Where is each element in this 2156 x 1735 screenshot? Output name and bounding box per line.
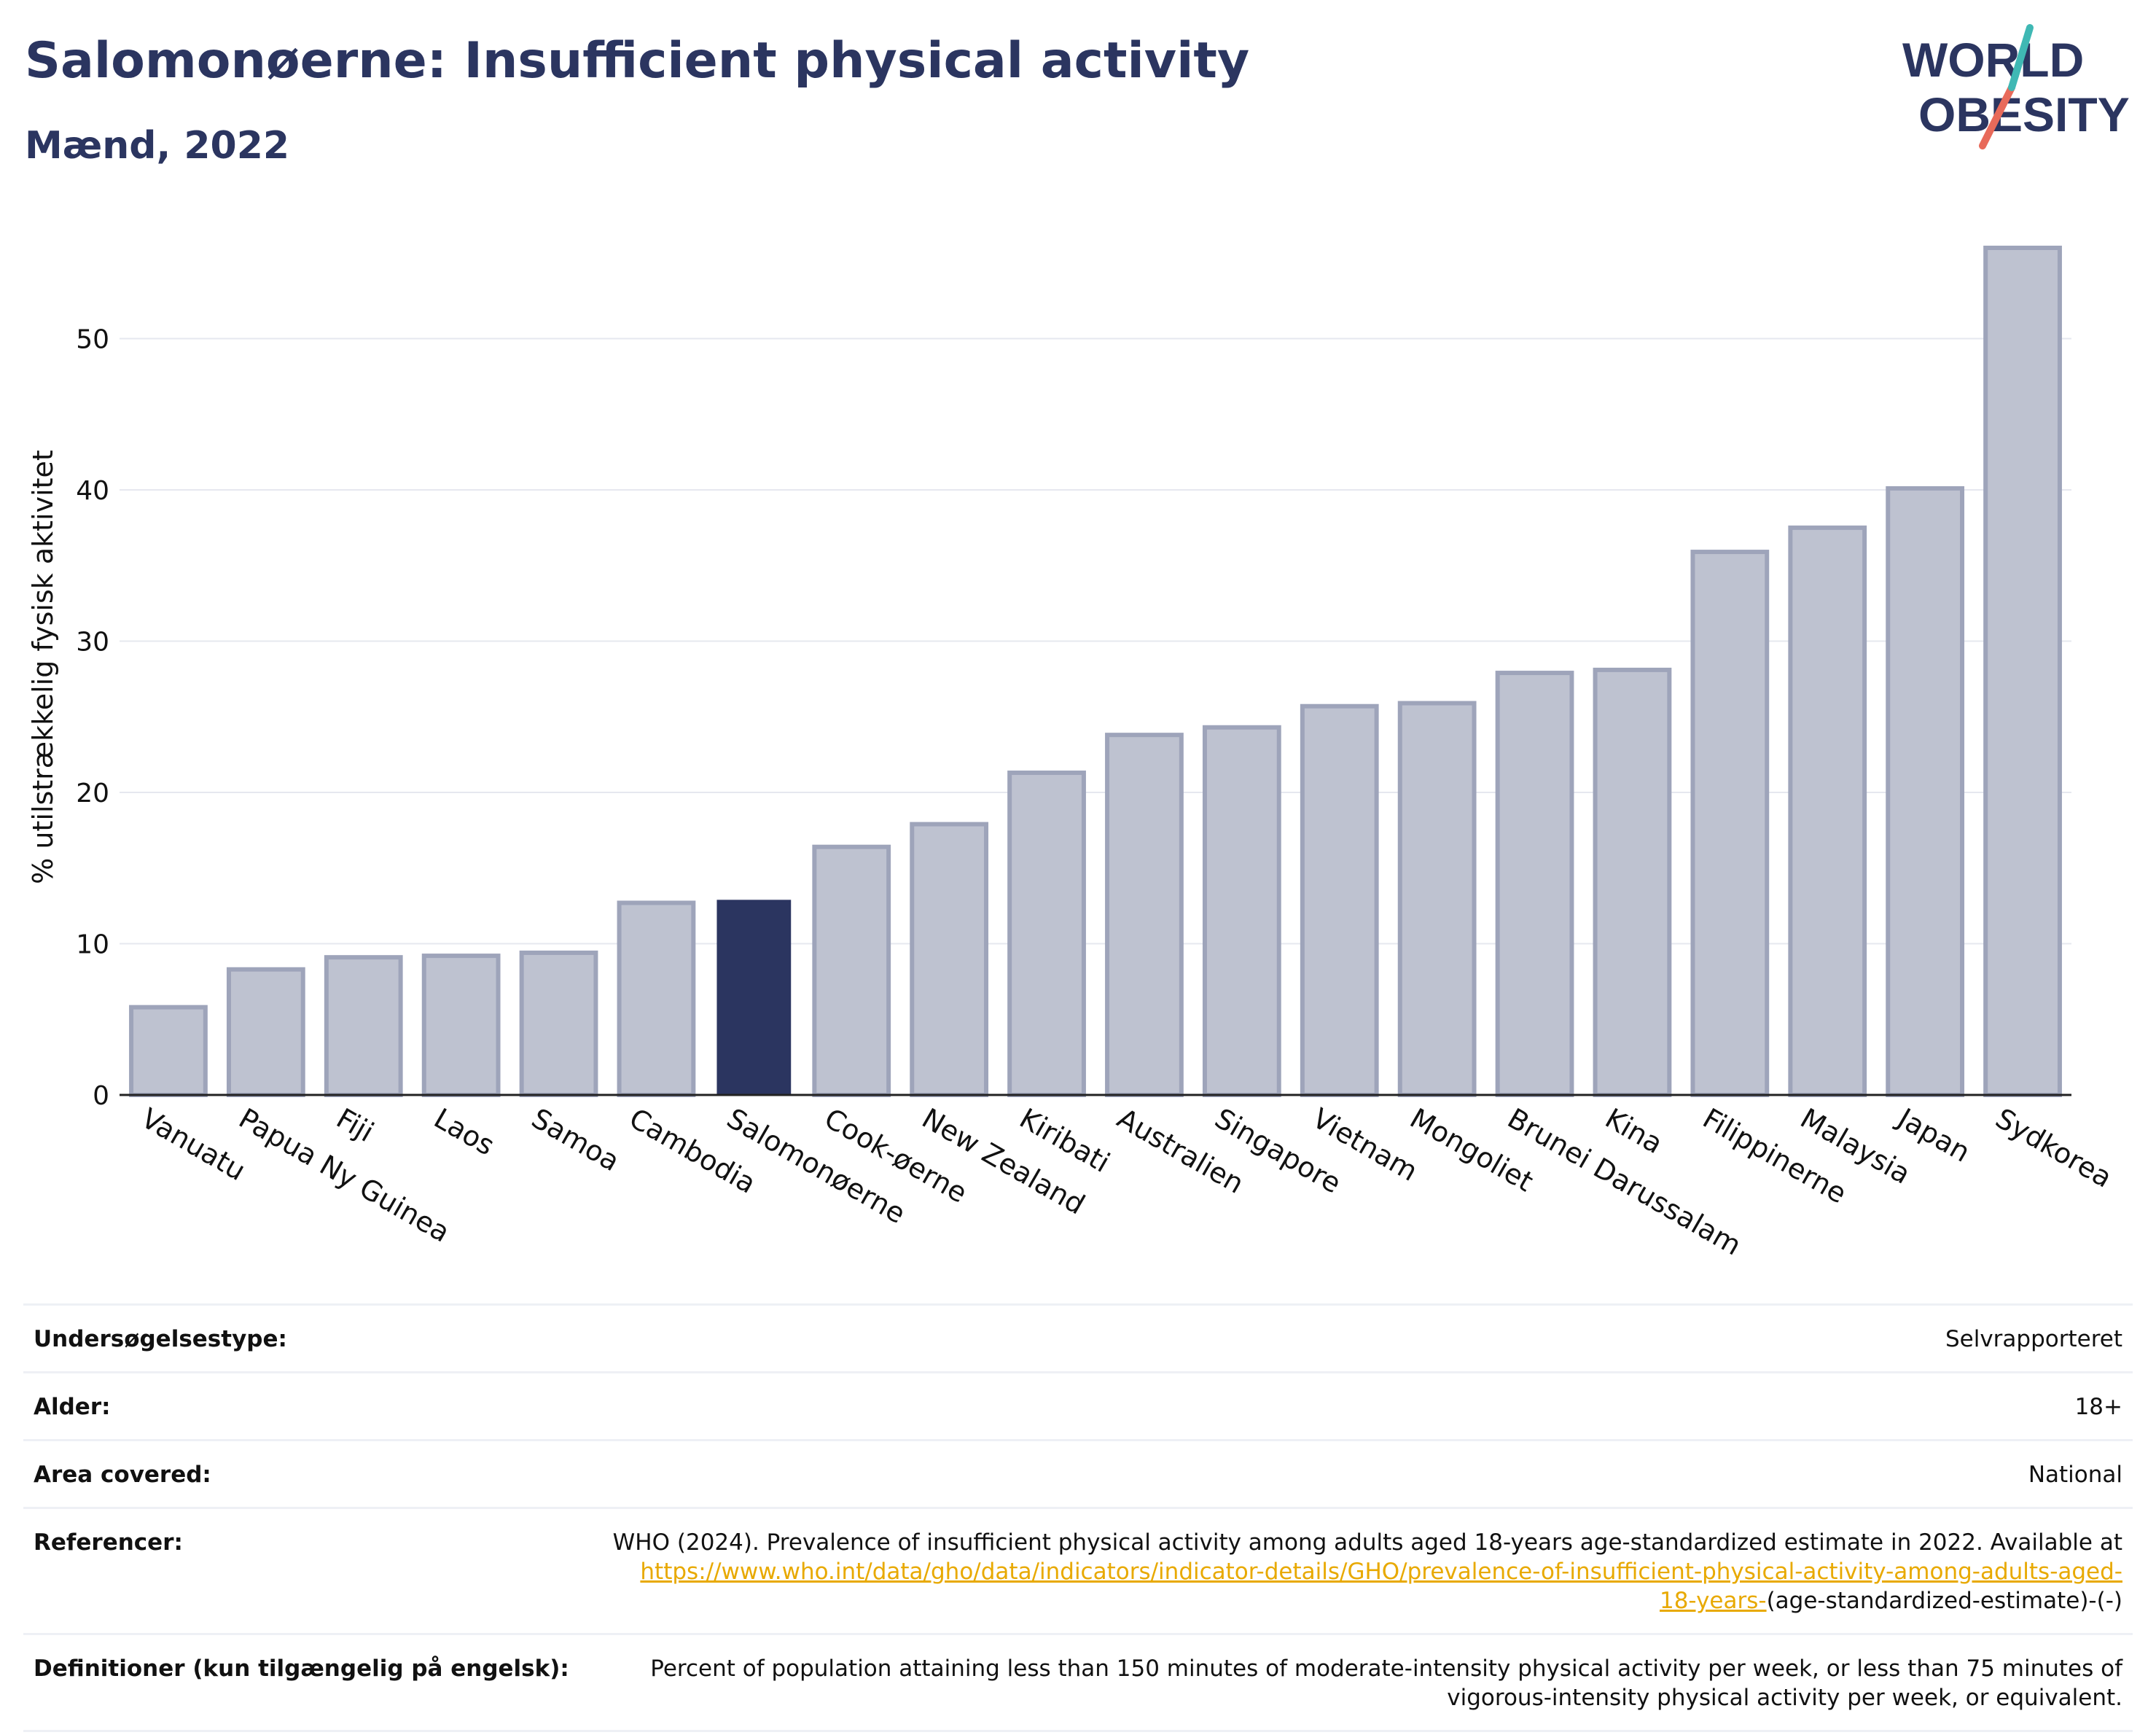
info-value: Selvrapporteret — [1945, 1326, 2122, 1352]
y-tick-label: 50 — [76, 325, 109, 355]
chart-subtitle: Mænd, 2022 — [25, 124, 290, 168]
info-row-definitions: Definitioner (kun tilgængelig på engelsk… — [23, 1633, 2133, 1732]
reference-link[interactable]: https://www.who.int/data/gho/data/indica… — [640, 1559, 2122, 1585]
info-value: Percent of population attaining less tha… — [650, 1656, 2122, 1711]
y-tick-label: 0 — [93, 1081, 109, 1111]
bar-australien[interactable] — [1105, 733, 1184, 1098]
x-tick-label: New Zealand — [917, 1102, 1090, 1221]
info-table: Undersøgelsestype: Selvrapporteret Alder… — [23, 1303, 2133, 1732]
bar-japan[interactable] — [1886, 486, 1965, 1097]
y-tick-label: 30 — [76, 628, 109, 658]
bar-laos[interactable] — [421, 954, 501, 1097]
bar-filippinerne[interactable] — [1690, 550, 1770, 1097]
info-label: Definitioner (kun tilgængelig på engelsk… — [34, 1656, 569, 1682]
info-value: WHO (2024). Prevalence of insufficient p… — [613, 1528, 2122, 1615]
logo-slash-red — [1979, 84, 2015, 149]
reference-text: WHO (2024). Prevalence of insufficient p… — [612, 1529, 2122, 1556]
bar-salomonøerne[interactable] — [716, 900, 792, 1095]
x-tick-label: Samoa — [526, 1102, 625, 1178]
y-axis-label: % utilstrækkelig fysisk aktivitet — [27, 450, 59, 884]
bar-kina[interactable] — [1593, 667, 1672, 1097]
bar-papua-ny-guinea[interactable] — [226, 967, 305, 1098]
y-tick-label: 20 — [76, 779, 109, 808]
y-tick-label: 10 — [76, 930, 109, 960]
chart-title: Salomonøerne: Insufficient physical acti… — [25, 32, 1250, 90]
world-obesity-logo: WORLD OBESITY — [1902, 24, 2130, 149]
info-row-age: Alder: 18+ — [23, 1371, 2133, 1439]
logo-slash-teal — [2008, 24, 2034, 91]
info-value: 18+ — [2074, 1394, 2122, 1420]
bar-kiribati[interactable] — [1007, 771, 1086, 1098]
x-tick-label: Fiji — [331, 1102, 379, 1148]
info-label: Area covered: — [34, 1462, 211, 1488]
logo-word-2: OBESITY — [1918, 87, 2130, 141]
info-label: Undersøgelsestype: — [34, 1326, 287, 1352]
bar-singapore[interactable] — [1202, 725, 1281, 1098]
x-tick-label: Sydkorea — [1991, 1102, 2118, 1194]
bar-sydkorea[interactable] — [1983, 246, 2062, 1097]
bar-vietnam[interactable] — [1300, 703, 1379, 1097]
bar-malaysia[interactable] — [1788, 525, 1867, 1097]
logo-word-1: WORLD — [1902, 33, 2084, 87]
x-tick-label: Vanuatu — [136, 1102, 251, 1187]
x-tick-label: Laos — [429, 1102, 500, 1162]
info-row-area: Area covered: National — [23, 1439, 2133, 1507]
bar-vanuatu[interactable] — [129, 1005, 208, 1098]
info-label: Alder: — [34, 1394, 111, 1420]
y-tick-labels: 0 10 20 30 40 50 — [76, 325, 109, 1112]
bar-mongoliet[interactable] — [1397, 701, 1477, 1097]
info-label: Referencer: — [34, 1529, 183, 1556]
bar-new-zealand[interactable] — [910, 822, 989, 1097]
grid-lines — [120, 338, 2071, 945]
bars — [129, 246, 2062, 1098]
bar-cambodia[interactable] — [617, 900, 696, 1097]
reference-link-continued[interactable]: 18-years- — [1659, 1588, 1767, 1614]
bar-samoa[interactable] — [519, 950, 598, 1097]
info-value: National — [2028, 1462, 2122, 1488]
y-tick-label: 40 — [76, 476, 109, 506]
x-tick-label: Kina — [1600, 1102, 1668, 1161]
bar-fiji[interactable] — [324, 955, 403, 1098]
bar-cook-øerne[interactable] — [812, 844, 891, 1097]
bar-brunei-darussalam[interactable] — [1495, 671, 1574, 1097]
info-row-survey-type: Undersøgelsestype: Selvrapporteret — [23, 1303, 2133, 1371]
info-row-references: Referencer: WHO (2024). Prevalence of in… — [23, 1507, 2133, 1633]
reference-suffix: (age-standardized-estimate)-(-) — [1766, 1588, 2122, 1614]
